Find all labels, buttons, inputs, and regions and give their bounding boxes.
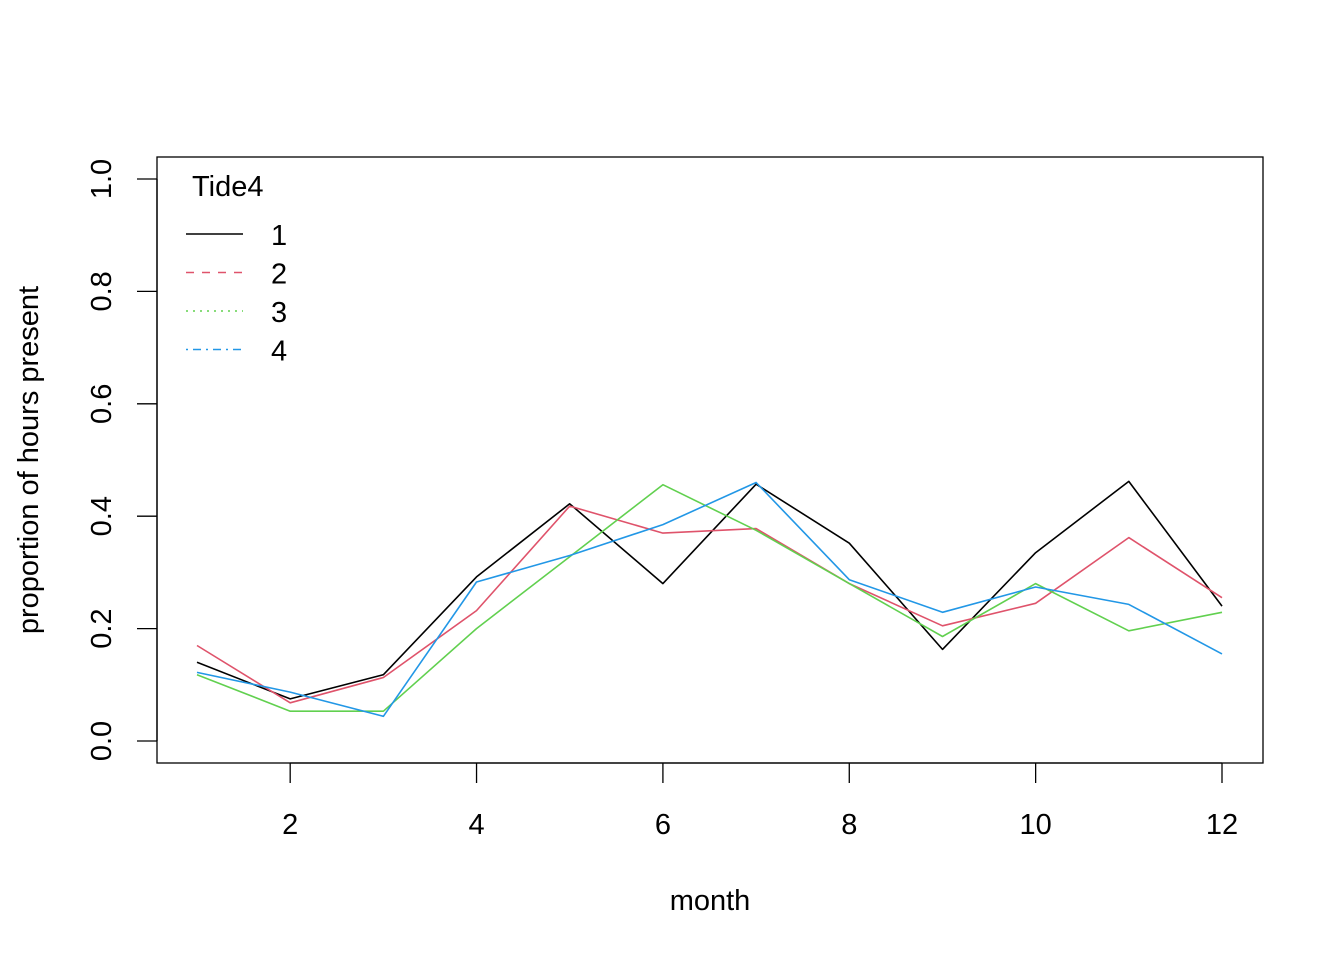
legend-label-2: 2 xyxy=(271,259,287,291)
y-tick-label: 0.8 xyxy=(86,271,118,311)
legend: Tide4 1 2 3 4 xyxy=(186,171,287,368)
legend-label-3: 3 xyxy=(271,297,287,329)
y-tick-label: 0.4 xyxy=(86,496,118,536)
series-line-2 xyxy=(196,505,1223,704)
x-tick-label: 10 xyxy=(1020,809,1052,841)
y-tick-label: 0.6 xyxy=(86,384,118,424)
y-tick-label: 0.0 xyxy=(86,721,118,761)
y-axis: 0.0 0.2 0.4 0.6 0.8 1.0 xyxy=(86,159,158,761)
x-tick-label: 2 xyxy=(282,809,298,841)
series-lines xyxy=(196,480,1223,718)
series-line-3 xyxy=(196,483,1223,713)
legend-label-1: 1 xyxy=(271,220,287,252)
y-axis-label: proportion of hours present xyxy=(13,286,45,634)
x-tick-label: 8 xyxy=(841,809,857,841)
y-tick-label: 1.0 xyxy=(86,159,118,199)
x-tick-label: 12 xyxy=(1206,809,1238,841)
plot-frame xyxy=(156,156,1264,764)
legend-label-4: 4 xyxy=(271,336,287,368)
x-axis-label: month xyxy=(670,885,751,917)
y-tick-label: 0.2 xyxy=(86,608,118,648)
series-line-1 xyxy=(196,480,1223,700)
x-tick-label: 4 xyxy=(468,809,484,841)
legend-title: Tide4 xyxy=(192,171,263,203)
series-line-4 xyxy=(196,481,1223,718)
x-axis: 2 4 6 8 10 12 xyxy=(282,762,1238,841)
x-tick-label: 6 xyxy=(655,809,671,841)
